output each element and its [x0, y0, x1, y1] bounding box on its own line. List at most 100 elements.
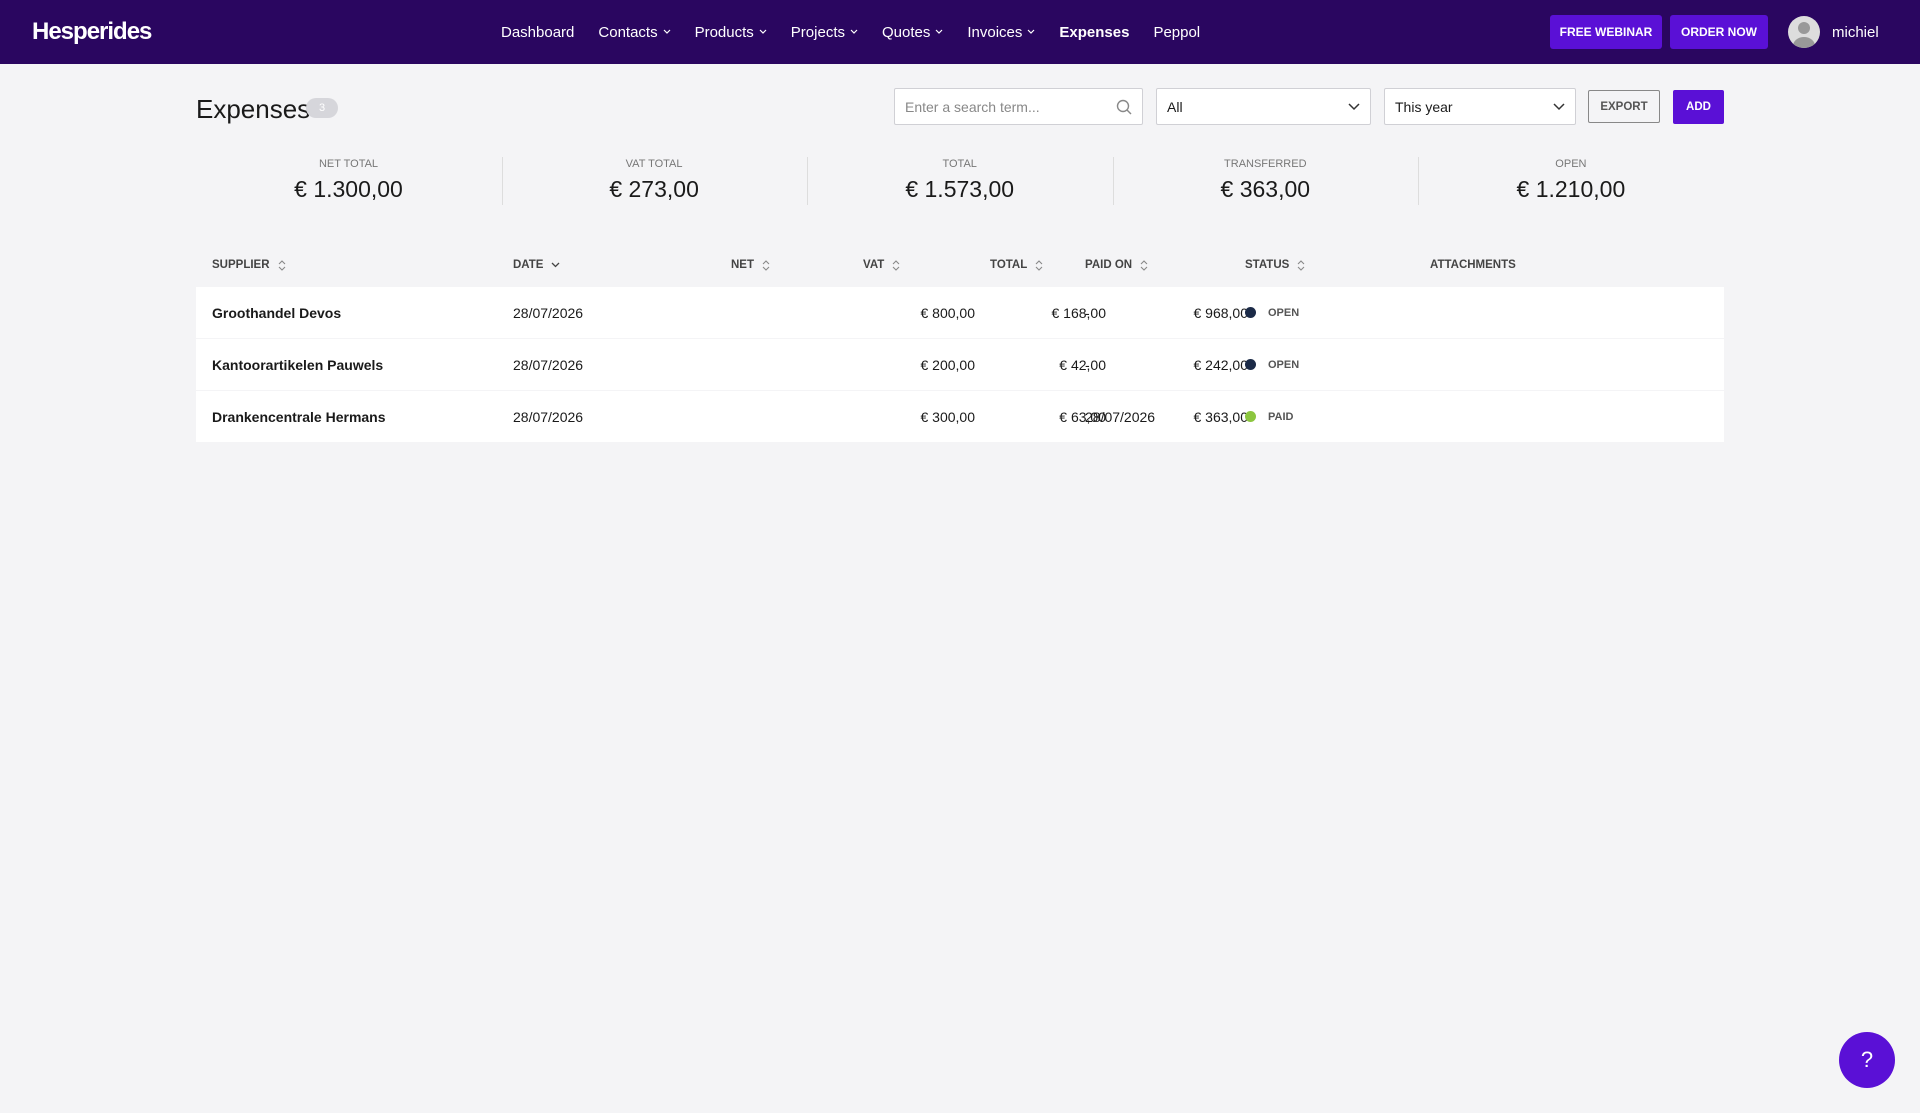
column-header[interactable]: ATTACHMENTS	[1430, 259, 1516, 271]
column-label: SUPPLIER	[212, 259, 270, 271]
cell: € 300,00	[920, 408, 976, 425]
nav-label: Peppol	[1153, 23, 1201, 41]
navbar: Hesperides Dashboard Contacts Products Proj…	[0, 0, 1920, 64]
nav-label: Quotes	[881, 23, 931, 41]
stat: VAT TOTAL € 273,00	[502, 158, 807, 203]
page-title: Expenses	[196, 94, 311, 124]
help-button[interactable]: ?	[1839, 1032, 1895, 1088]
column-header[interactable]: DATE	[513, 259, 560, 271]
nav-label: Dashboard	[501, 23, 575, 41]
status: OPEN	[1245, 339, 1299, 390]
cell: -	[1085, 304, 1090, 321]
cell: Drankencentrale Hermans	[212, 408, 386, 425]
column-label: DATE	[513, 259, 544, 271]
stat-label: VAT TOTAL	[625, 158, 683, 170]
cell: 28/07/2026	[513, 304, 584, 321]
avatar[interactable]	[1788, 16, 1820, 48]
cell: € 200,00	[920, 356, 976, 373]
column-label: ATTACHMENTS	[1430, 259, 1516, 271]
stat-value: € 1.210,00	[1516, 176, 1626, 202]
status-dot	[1245, 411, 1256, 422]
cell: -	[1085, 356, 1090, 373]
stat-value: € 1.300,00	[294, 176, 403, 202]
nav-item[interactable]: Dashboard	[501, 24, 574, 41]
cell: Kantoorartikelen Pauwels	[212, 356, 384, 373]
cell: 28/07/2026	[513, 356, 584, 373]
status-label: PAID	[1268, 410, 1294, 423]
cell: 28/07/2026	[1085, 408, 1156, 425]
nav-label: Projects	[790, 23, 845, 41]
cell: € 242,00	[1193, 356, 1249, 373]
status-label: OPEN	[1268, 306, 1300, 319]
status-dot	[1245, 359, 1256, 370]
nav-item[interactable]: Quotes	[882, 24, 943, 41]
nav-item[interactable]: Projects	[791, 24, 858, 41]
nav-label: Products	[694, 23, 754, 41]
stat-label: TRANSFERRED	[1224, 158, 1307, 170]
stat-label: NET TOTAL	[318, 158, 379, 170]
separator	[501, 157, 503, 205]
separator	[1418, 157, 1420, 205]
filter-select[interactable]: All	[1156, 88, 1371, 125]
webinar-button[interactable]: FREE WEBINAR	[1550, 15, 1662, 49]
cell: € 968,00	[1193, 304, 1249, 321]
column-label: STATUS	[1245, 259, 1290, 271]
separator	[807, 157, 809, 205]
stat-value: € 1.573,00	[905, 176, 1015, 202]
cell: € 63,00	[1059, 408, 1106, 425]
table-row[interactable]: Drankencentrale Hermans 28/07/2026 € 300,0…	[196, 391, 1724, 442]
table-row[interactable]: Kantoorartikelen Pauwels 28/07/2026 € 200,…	[196, 339, 1724, 390]
stat: OPEN € 1.210,00	[1418, 158, 1723, 203]
export-button[interactable]: EXPORT	[1588, 90, 1660, 123]
add-button[interactable]: ADD	[1673, 90, 1724, 124]
nav-label: Expenses	[1059, 23, 1130, 41]
stat-value: € 273,00	[609, 176, 699, 202]
separator	[1112, 157, 1114, 205]
column-header[interactable]: TOTAL	[990, 259, 1043, 271]
cell: € 168,00	[1051, 304, 1107, 321]
column-header[interactable]: STATUS	[1245, 259, 1305, 271]
nav-item[interactable]: Contacts	[598, 23, 671, 41]
column-label: VAT	[863, 259, 885, 271]
order-button[interactable]: ORDER NOW	[1670, 15, 1768, 49]
period-value: This year	[1395, 98, 1453, 115]
nav-item[interactable]: Peppol	[1153, 24, 1200, 41]
nav-label: Contacts	[598, 23, 658, 41]
cell: Groothandel Devos	[212, 304, 342, 321]
cell: € 42,00	[1059, 356, 1106, 373]
menu: Dashboard Contacts Products Projects Quotes I…	[501, 24, 1200, 41]
column-label: NET	[731, 259, 754, 271]
status-label: OPEN	[1268, 358, 1300, 371]
cell: 28/07/2026	[513, 408, 584, 425]
status-dot	[1245, 307, 1256, 318]
cell: € 363,00	[1193, 408, 1249, 425]
stat: TOTAL € 1.573,00	[807, 158, 1112, 203]
username[interactable]: michiel	[1832, 23, 1879, 41]
search-placeholder: Enter a search term...	[905, 98, 1040, 115]
stat: TRANSFERRED € 363,00	[1113, 158, 1418, 203]
stat-value: € 363,00	[1220, 176, 1311, 202]
stat-label: OPEN	[1555, 158, 1587, 170]
filter-value: All	[1167, 98, 1183, 115]
stat-label: TOTAL	[942, 158, 977, 170]
nav-item[interactable]: Products	[695, 24, 767, 41]
column-label: TOTAL	[990, 259, 1028, 271]
period-select[interactable]: This year	[1384, 88, 1576, 125]
column-header[interactable]: PAID ON	[1085, 259, 1148, 271]
status: OPEN	[1245, 287, 1299, 338]
count-badge: 3	[306, 98, 338, 118]
search-input[interactable]: Enter a search term...	[894, 88, 1143, 125]
nav-item[interactable]: Invoices	[967, 24, 1035, 41]
stat: NET TOTAL € 1.300,00	[196, 158, 501, 203]
column-header[interactable]: SUPPLIER	[212, 259, 286, 271]
table-row[interactable]: Groothandel Devos 28/07/2026 € 800,00 € 168…	[196, 287, 1724, 338]
column-header[interactable]: VAT	[863, 259, 900, 271]
status: PAID	[1245, 391, 1293, 442]
nav-label: Invoices	[967, 23, 1023, 41]
column-label: PAID ON	[1085, 259, 1133, 271]
cell: € 800,00	[920, 304, 976, 321]
logo[interactable]: Hesperides	[32, 18, 152, 45]
column-header[interactable]: NET	[731, 259, 770, 271]
nav-item[interactable]: Expenses	[1059, 24, 1129, 41]
